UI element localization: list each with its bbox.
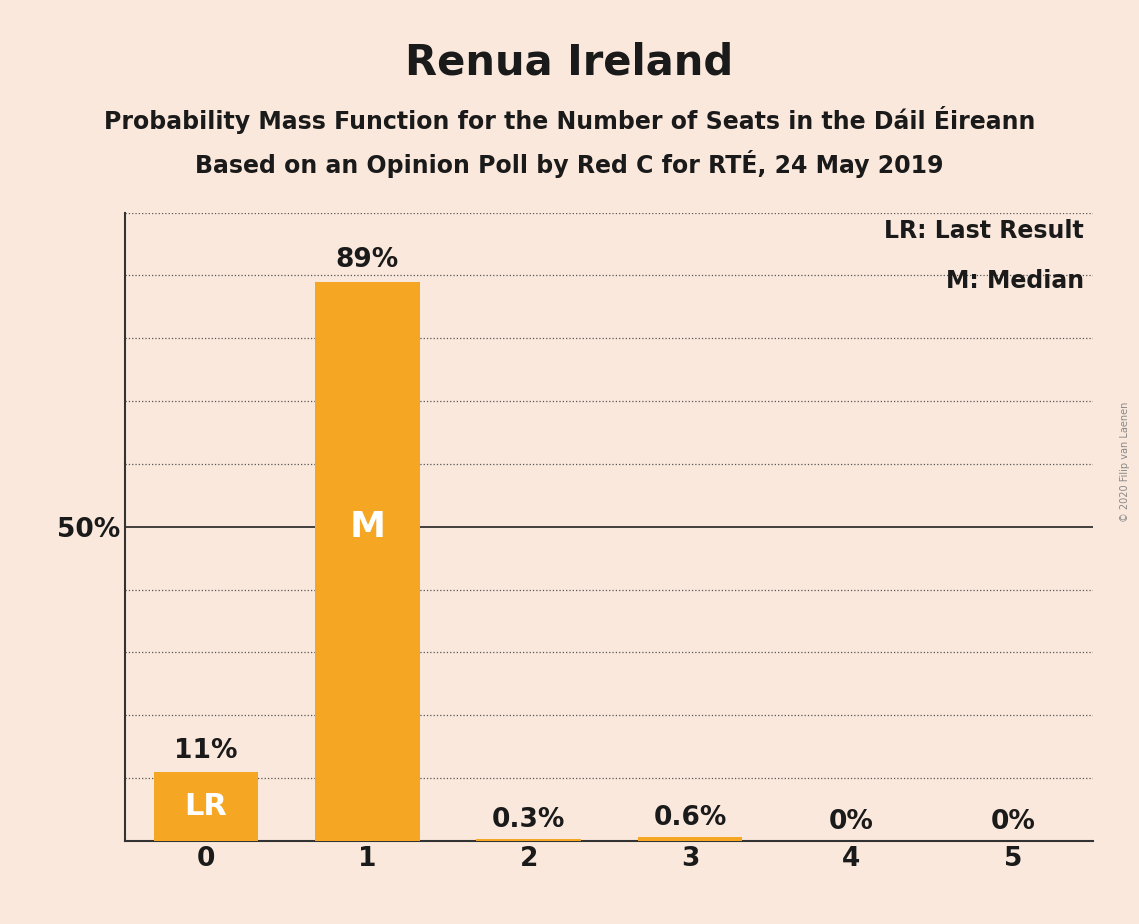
Bar	[154, 772, 259, 841]
Bar	[314, 282, 420, 841]
Text: Based on an Opinion Poll by Red C for RTÉ, 24 May 2019: Based on an Opinion Poll by Red C for RT…	[195, 150, 944, 177]
Text: Renua Ireland: Renua Ireland	[405, 42, 734, 83]
Text: 11%: 11%	[174, 737, 238, 763]
Text: Probability Mass Function for the Number of Seats in the Dáil Éireann: Probability Mass Function for the Number…	[104, 106, 1035, 134]
Text: 0%: 0%	[829, 808, 874, 834]
Bar	[638, 837, 743, 841]
Text: 0%: 0%	[990, 808, 1035, 834]
Text: © 2020 Filip van Laenen: © 2020 Filip van Laenen	[1120, 402, 1130, 522]
Bar	[476, 839, 581, 841]
Text: 0.3%: 0.3%	[492, 807, 565, 833]
Text: LR: Last Result: LR: Last Result	[884, 219, 1084, 243]
Text: 0.6%: 0.6%	[654, 805, 727, 831]
Text: M: Median: M: Median	[945, 269, 1084, 293]
Text: 89%: 89%	[336, 248, 399, 274]
Text: LR: LR	[185, 792, 228, 821]
Text: M: M	[350, 510, 385, 543]
